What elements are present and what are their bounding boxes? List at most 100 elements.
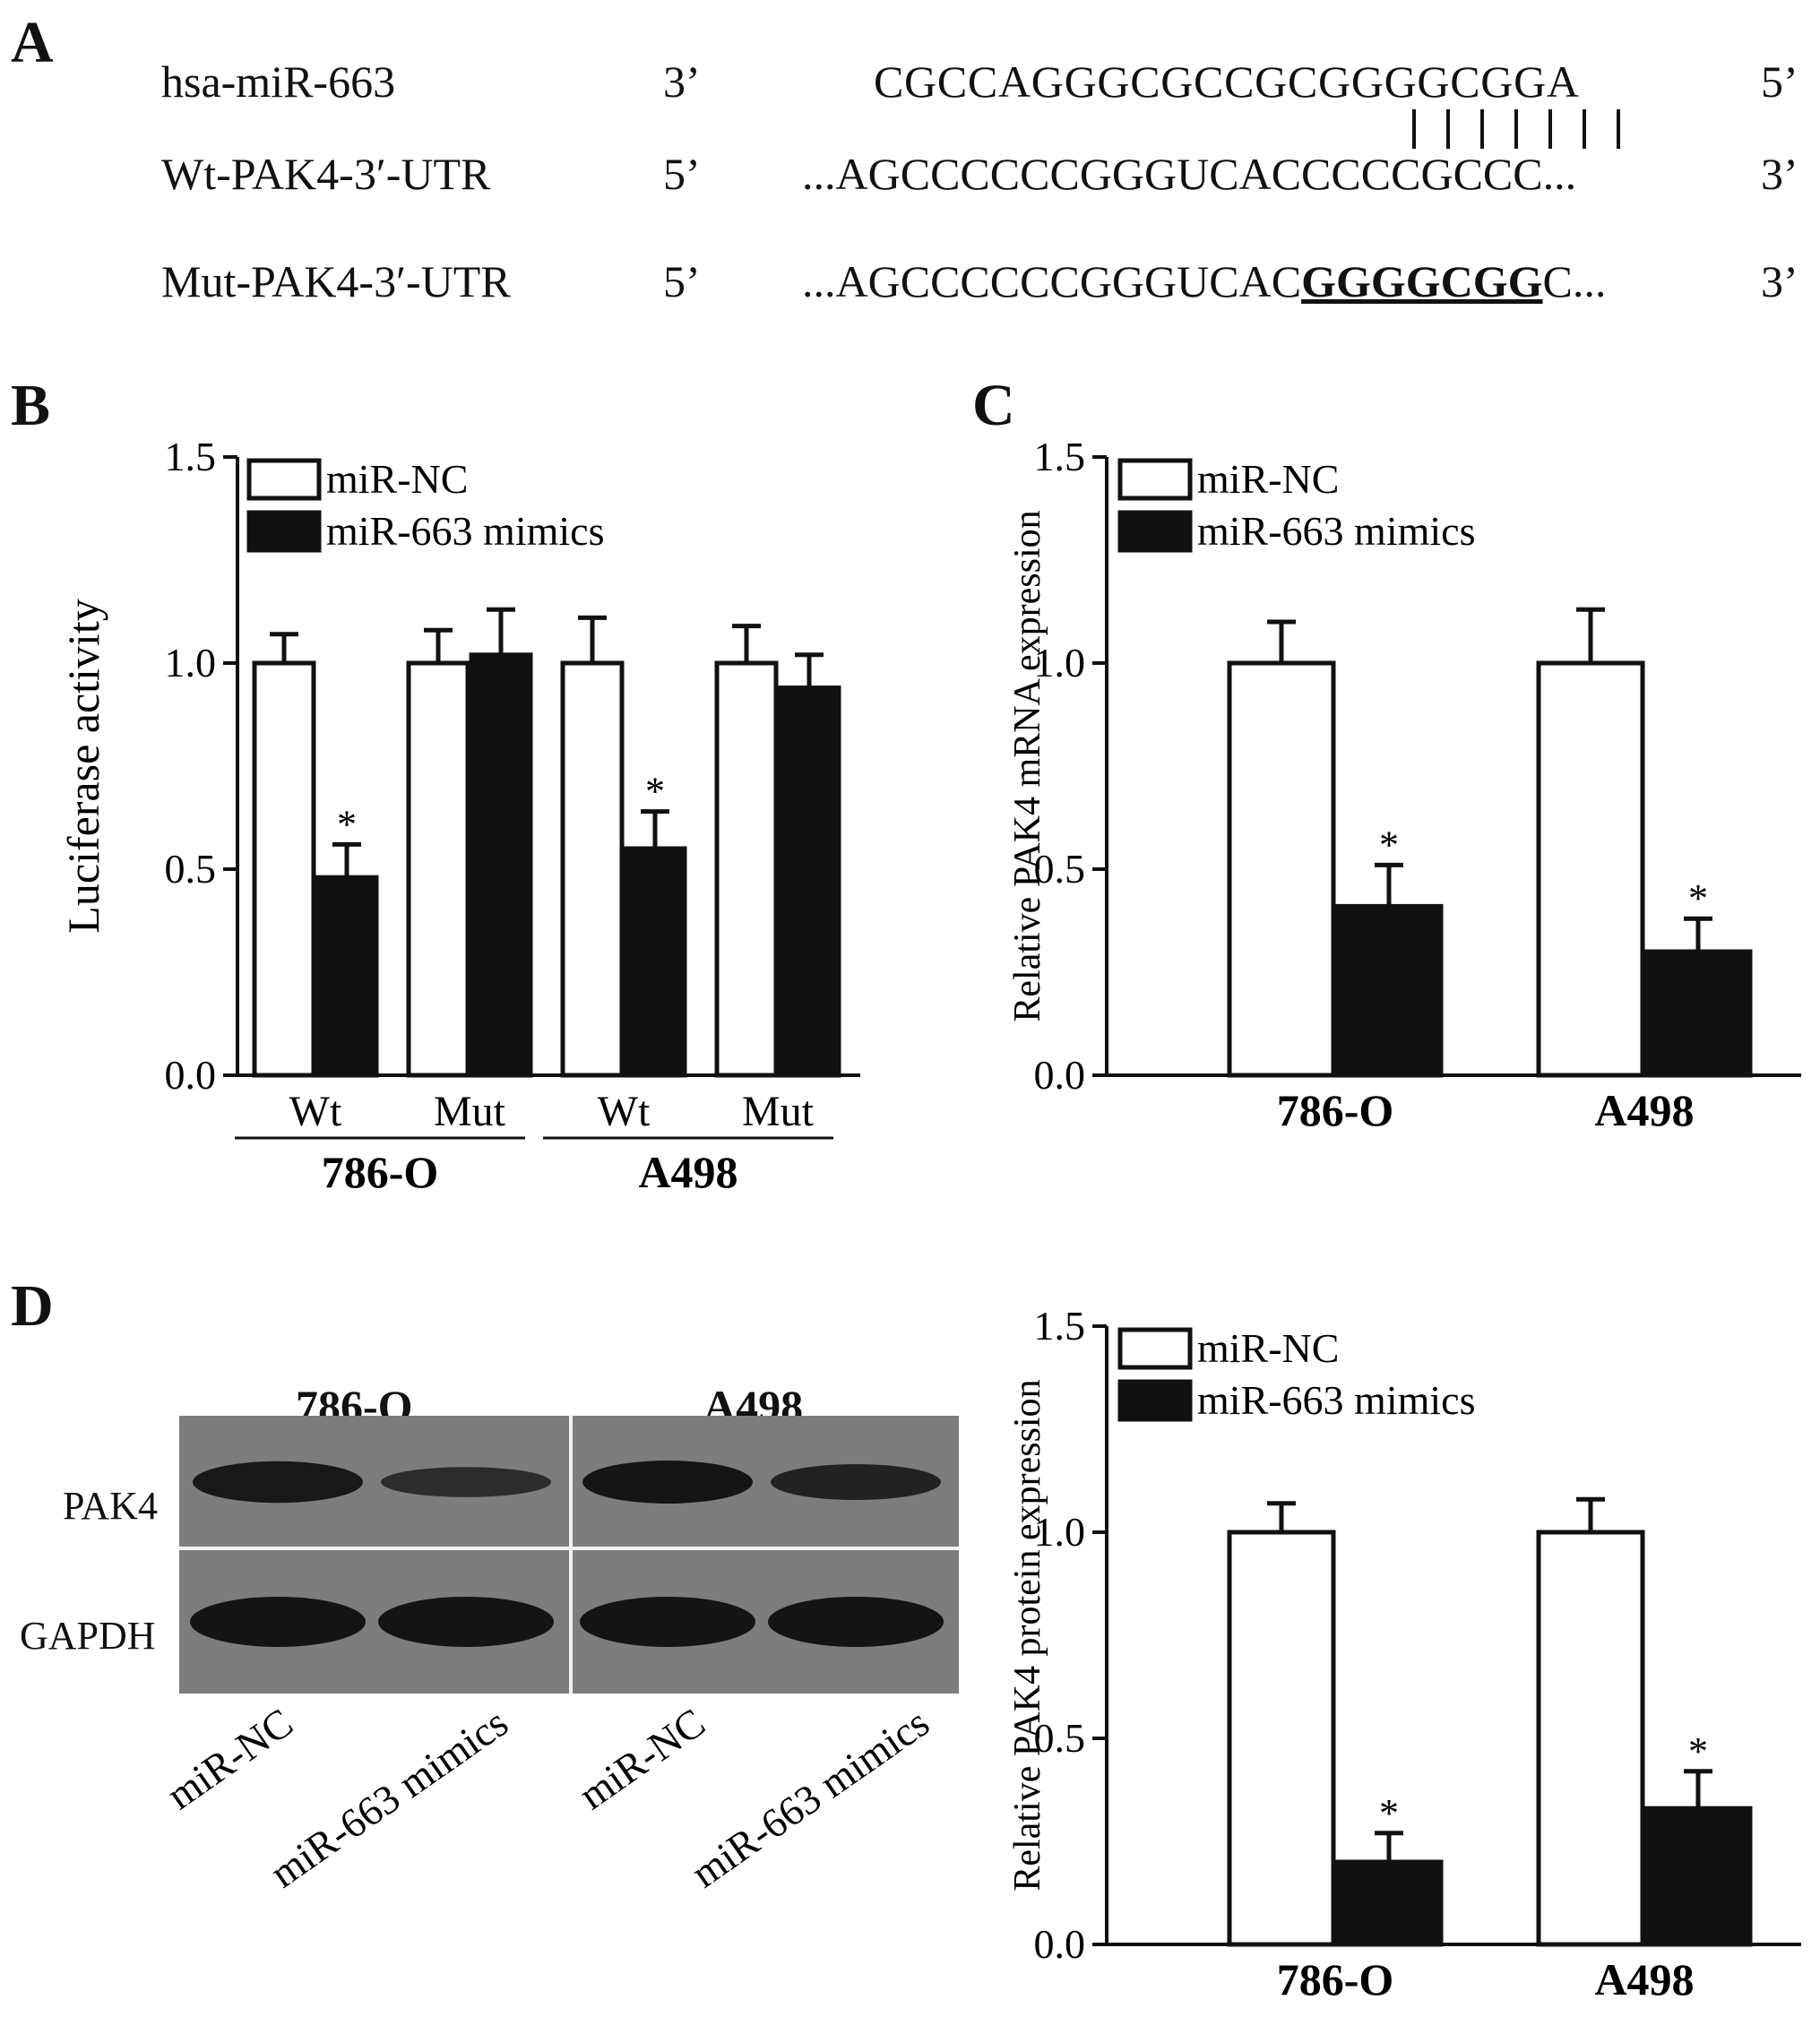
bar — [252, 660, 316, 1078]
bar — [406, 660, 470, 1078]
significance-marker: * — [1688, 876, 1708, 920]
legend-swatch — [246, 510, 322, 553]
sequence-right-end: 3’ — [1761, 149, 1798, 199]
legend-label: miR-663 mimics — [1197, 1377, 1476, 1423]
western-blot-image — [179, 1416, 959, 1694]
luciferase-chart: 0.0 0.5 1.0 1.5 Luciferase activity * Wt Mut * Wt… — [58, 434, 860, 1197]
significance-marker: * — [337, 802, 357, 846]
mutated-site: GGGGCGG — [1301, 256, 1543, 306]
y-tick-label: 1.0 — [165, 640, 217, 685]
blot-band-pak4 — [582, 1461, 753, 1504]
sequence-row-mut: Mut-PAK4-3′-UTR 5’ ...AGCCCCCCGGGUCACGGG… — [0, 255, 1820, 311]
bar — [714, 660, 779, 1078]
sequence-text: CGCCAGGGCGCCGCGGGGCGGA — [874, 56, 1580, 107]
panel-label-b: B — [11, 373, 51, 438]
sequence-text: ...AGCCCCCCGGGUCACGGGGCGGC... — [802, 255, 1606, 307]
y-axis-label: Relative PAK4 protein expression — [1007, 1379, 1048, 1891]
legend-label: miR-NC — [1197, 456, 1339, 502]
sequence-unchanged: ...AGCCCCCCGGGUCAC — [802, 256, 1302, 306]
x-category-label: 786-O — [1277, 1954, 1394, 2004]
legend-label: miR-663 mimics — [326, 508, 605, 554]
bar — [1227, 660, 1336, 1078]
legend-swatch — [1117, 510, 1193, 553]
legend-swatch — [246, 458, 322, 501]
y-tick-label: 0.0 — [1034, 1921, 1086, 1967]
sequence-name: Wt-PAK4-3′-UTR — [161, 149, 491, 199]
bar — [1643, 949, 1753, 1078]
protein-expression-chart: 0.0 0.5 1.0 1.5 Relative PAK4 protein expres… — [1007, 1303, 1801, 2004]
x-category-label: Mut — [434, 1088, 506, 1135]
bar — [1536, 1530, 1645, 1947]
y-axis-label: Luciferase activity — [58, 599, 108, 933]
legend-swatch — [1117, 458, 1193, 501]
legend-swatch — [1117, 1379, 1193, 1422]
significance-marker: * — [1688, 1729, 1708, 1773]
legend-label: miR-NC — [326, 456, 468, 502]
y-tick-label: 1.0 — [1034, 1509, 1086, 1555]
sequence-right-end: 5’ — [1761, 56, 1798, 107]
blot-row-label-pak4: PAK4 — [63, 1484, 158, 1528]
blot-lane-label: miR-NC — [159, 1699, 301, 1818]
blot-band-pak4 — [381, 1467, 551, 1497]
group-label: A498 — [638, 1147, 737, 1197]
x-category-label: A498 — [1594, 1085, 1694, 1135]
y-tick-label: 0.0 — [165, 1052, 217, 1098]
y-tick-label: 1.0 — [1034, 640, 1086, 685]
significance-marker: * — [1379, 823, 1399, 866]
y-axis-label: Relative PAK4 mRNA expression — [1007, 510, 1048, 1021]
bar — [469, 652, 533, 1078]
sequence-name: Mut-PAK4-3′-UTR — [161, 256, 511, 306]
sequence-left-end: 3’ — [663, 56, 701, 107]
sequence-left-end: 5’ — [663, 256, 701, 306]
blot-band-gapdh — [190, 1597, 366, 1647]
significance-marker: * — [645, 770, 665, 814]
blot-lane-label: miR-663 mimics — [262, 1699, 516, 1896]
y-tick-label: 1.5 — [1034, 434, 1086, 479]
x-category-label: Mut — [742, 1088, 815, 1135]
legend-label: miR-NC — [1197, 1325, 1339, 1371]
panel-label-d: D — [11, 1273, 54, 1339]
blot-lane-label: miR-NC — [571, 1699, 713, 1818]
mrna-expression-chart: 0.0 0.5 1.0 1.5 Relative PAK4 mRNA expressio… — [1007, 434, 1801, 1135]
bar — [1227, 1530, 1336, 1947]
sequence-tail: C... — [1542, 256, 1607, 306]
sequence-left-end: 5’ — [663, 149, 701, 199]
panel-label-c: C — [972, 373, 1015, 438]
y-tick-label: 0.5 — [1034, 846, 1086, 892]
base-pairing-lines — [1412, 109, 1620, 149]
y-tick-label: 1.5 — [1034, 1303, 1086, 1349]
blot-lane-label: miR-663 mimics — [683, 1699, 937, 1896]
legend-swatch — [1117, 1327, 1193, 1370]
sequence-right-end: 3’ — [1761, 256, 1798, 306]
bar — [1643, 1806, 1753, 1947]
y-tick-label: 1.5 — [165, 434, 217, 479]
blot-band-pak4 — [771, 1464, 941, 1500]
bar — [315, 875, 379, 1078]
x-category-label: 786-O — [1277, 1085, 1394, 1135]
blot-band-gapdh — [768, 1597, 944, 1647]
bar — [623, 846, 687, 1078]
panel-label-a: A — [11, 10, 54, 75]
x-category-label: Wt — [598, 1088, 651, 1135]
legend-label: miR-663 mimics — [1197, 508, 1476, 554]
bar — [1334, 1859, 1444, 1947]
blot-row-label-gapdh: GAPDH — [20, 1614, 156, 1658]
sequence-row-mirna: hsa-miR-663 3’ CGCCAGGGCGCCGCGGGGCGGA 5’ — [0, 56, 1820, 111]
x-category-label: Wt — [289, 1088, 342, 1135]
blot-band-gapdh — [580, 1597, 755, 1647]
bar — [1536, 660, 1645, 1078]
y-tick-label: 0.5 — [165, 846, 217, 892]
y-tick-label: 0.5 — [1034, 1715, 1086, 1761]
significance-marker: * — [1379, 1791, 1399, 1835]
y-tick-label: 0.0 — [1034, 1052, 1086, 1098]
sequence-text: ...AGCCCCCCGGGUCACCCCCGCCC... — [802, 149, 1577, 199]
blot-band-gapdh — [378, 1597, 554, 1647]
sequence-name: hsa-miR-663 — [161, 56, 396, 107]
bar — [1334, 903, 1444, 1078]
bar — [560, 660, 625, 1078]
group-label: 786-O — [322, 1147, 439, 1197]
sequence-row-wt: Wt-PAK4-3′-UTR 5’ ...AGCCCCCCGGGUCACCCCC… — [0, 148, 1820, 203]
blot-band-pak4 — [193, 1461, 363, 1504]
x-category-label: A498 — [1594, 1954, 1694, 2004]
